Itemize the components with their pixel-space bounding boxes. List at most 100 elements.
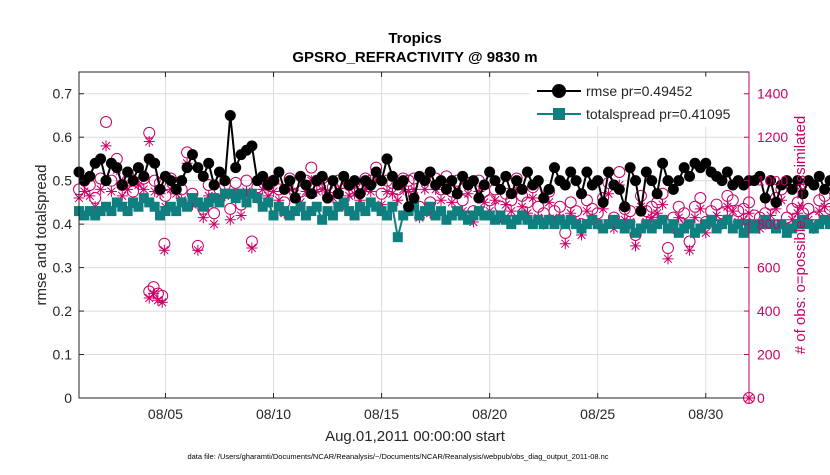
rmse-point bbox=[366, 180, 376, 190]
rmse-point bbox=[652, 189, 662, 199]
rmse-point bbox=[339, 171, 349, 181]
y-tick-label: 0.5 bbox=[53, 173, 73, 189]
totalspread-point bbox=[183, 202, 192, 211]
rmse-point bbox=[458, 171, 468, 181]
rmse-point bbox=[350, 176, 360, 186]
y2-tick-label: 1200 bbox=[757, 129, 788, 145]
rmse-point bbox=[441, 184, 451, 194]
rmse-point bbox=[225, 110, 235, 120]
rmse-point bbox=[436, 176, 446, 186]
y2-tick-label: 1000 bbox=[757, 173, 788, 189]
rmse-point bbox=[566, 167, 576, 177]
rmse-point bbox=[522, 167, 532, 177]
rmse-point bbox=[668, 184, 678, 194]
rmse-point bbox=[636, 206, 646, 216]
y-tick-label: 0 bbox=[64, 390, 72, 406]
rmse-point bbox=[96, 154, 106, 164]
rmse-point bbox=[409, 193, 419, 203]
rmse-point bbox=[485, 167, 495, 177]
rmse-point bbox=[647, 176, 657, 186]
rmse-point bbox=[166, 176, 176, 186]
rmse-point bbox=[658, 158, 668, 168]
totalspread-point bbox=[734, 220, 743, 229]
rmse-point bbox=[717, 176, 727, 186]
assimilated-obs-point bbox=[157, 297, 168, 308]
rmse-point bbox=[274, 167, 284, 177]
totalspread-point bbox=[107, 207, 116, 216]
rmse-point bbox=[641, 167, 651, 177]
totalspread-point bbox=[215, 198, 224, 207]
y-tick-label: 0.1 bbox=[53, 347, 73, 363]
totalspread-point bbox=[826, 220, 830, 229]
rmse-point bbox=[722, 167, 732, 177]
assimilated-obs-point bbox=[225, 214, 236, 225]
x-tick-label: 08/10 bbox=[256, 406, 291, 422]
rmse-point bbox=[679, 163, 689, 173]
assimilated-obs-point bbox=[527, 193, 538, 204]
rmse-point bbox=[820, 184, 830, 194]
rmse-point bbox=[625, 163, 635, 173]
rmse-point bbox=[317, 171, 327, 181]
rmse-point bbox=[490, 176, 500, 186]
rmse-point bbox=[214, 167, 224, 177]
assimilated-obs-point bbox=[630, 240, 641, 251]
assimilated-obs-point bbox=[684, 245, 695, 256]
rmse-point bbox=[604, 167, 614, 177]
rmse-point bbox=[231, 163, 241, 173]
rmse-point bbox=[814, 171, 824, 181]
totalspread-point bbox=[237, 189, 246, 198]
x-tick-label: 08/30 bbox=[688, 406, 723, 422]
totalspread-point bbox=[723, 215, 732, 224]
rmse-point bbox=[333, 189, 343, 199]
assimilated-obs-point bbox=[560, 238, 571, 249]
totalspread-point bbox=[669, 220, 678, 229]
totalspread-point bbox=[134, 202, 143, 211]
rmse-point bbox=[279, 184, 289, 194]
rmse-point bbox=[377, 176, 387, 186]
assimilated-obs-point bbox=[662, 253, 673, 264]
assimilated-obs-point bbox=[819, 201, 830, 212]
rmse-point bbox=[560, 180, 570, 190]
x-tick-label: 08/15 bbox=[364, 406, 399, 422]
rmse-point bbox=[85, 171, 95, 181]
totalspread-point bbox=[318, 215, 327, 224]
rmse-point bbox=[382, 154, 392, 164]
rmse-point bbox=[133, 163, 143, 173]
y2-tick-label: 400 bbox=[757, 303, 781, 319]
assimilated-obs-point bbox=[198, 212, 209, 223]
rmse-point bbox=[549, 163, 559, 173]
y2-axis-label: # of obs: o=possible; ∗=assimilated bbox=[792, 116, 809, 355]
rmse-point bbox=[296, 171, 306, 181]
totalspread-point bbox=[382, 211, 391, 220]
rmse-point bbox=[398, 176, 408, 186]
rmse-point bbox=[182, 163, 192, 173]
assimilated-obs-point bbox=[500, 199, 511, 210]
assimilated-obs-point bbox=[657, 199, 668, 210]
rmse-point bbox=[544, 184, 554, 194]
totalspread-point bbox=[350, 211, 359, 220]
rmse-point bbox=[582, 167, 592, 177]
rmse-point bbox=[117, 180, 127, 190]
rmse-point bbox=[598, 197, 608, 207]
totalspread-point bbox=[312, 202, 321, 211]
y2-tick-label: 1400 bbox=[757, 86, 788, 102]
rmse-point bbox=[501, 171, 511, 181]
rmse-point bbox=[220, 176, 230, 186]
x-axis-label: Aug.01,2011 00:00:00 start bbox=[325, 428, 506, 445]
y-tick-label: 0.6 bbox=[53, 129, 73, 145]
rmse-point bbox=[247, 141, 257, 151]
totalspread-point bbox=[658, 215, 667, 224]
rmse-point bbox=[301, 180, 311, 190]
rmse-point bbox=[506, 189, 516, 199]
rmse-point bbox=[593, 176, 603, 186]
legend-rmse-marker bbox=[552, 84, 566, 98]
rmse-point bbox=[685, 171, 695, 181]
rmse-point bbox=[452, 189, 462, 199]
rmse-point bbox=[193, 163, 203, 173]
rmse-point bbox=[371, 167, 381, 177]
rmse-point bbox=[209, 180, 219, 190]
chart-title: Tropics bbox=[388, 30, 441, 47]
totalspread-point bbox=[172, 207, 181, 216]
assimilated-obs-point bbox=[695, 203, 706, 214]
